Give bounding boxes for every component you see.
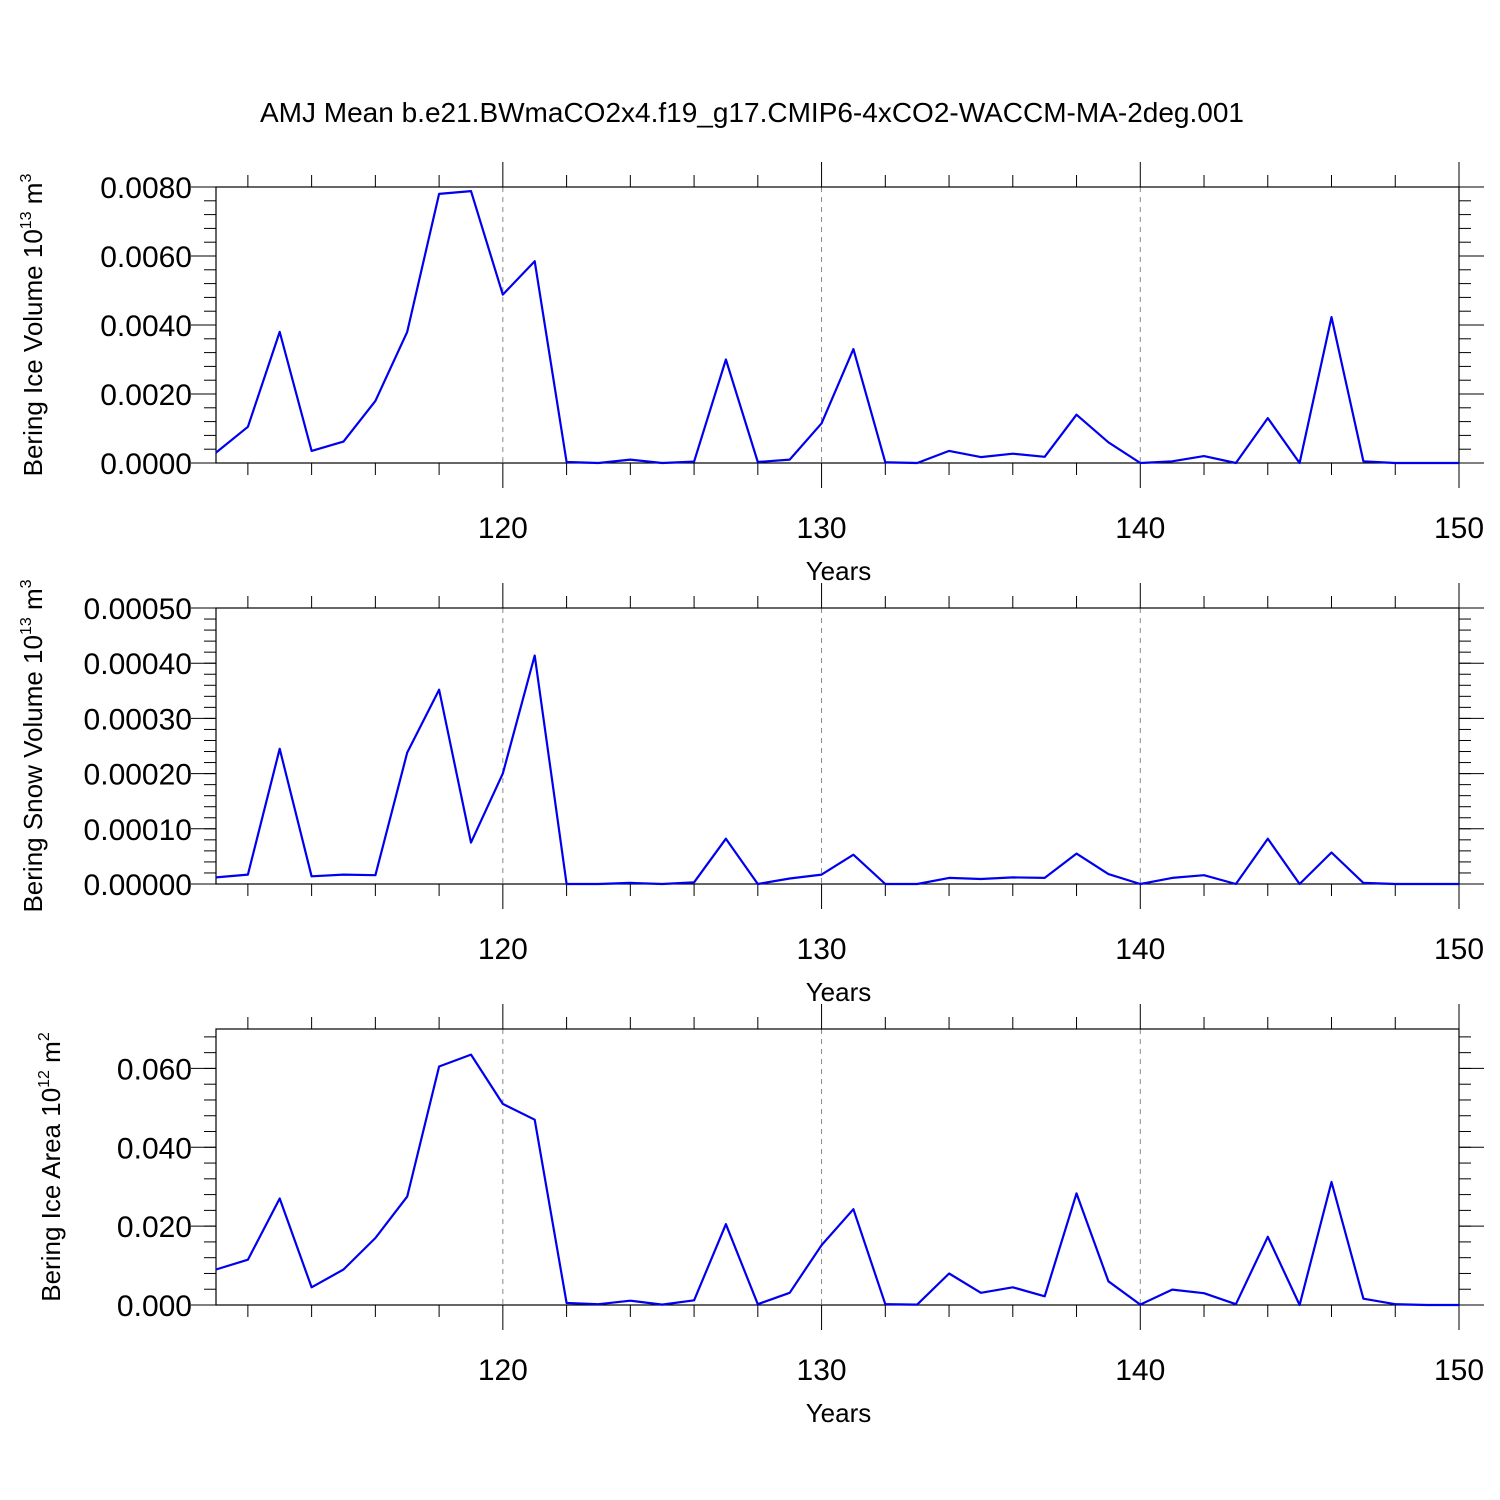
x-tick-label: 140	[1115, 933, 1165, 966]
y-axis-label: Bering Snow Volume 1013 m3	[18, 579, 48, 912]
y-tick-label: 0.040	[117, 1132, 192, 1165]
panel-2: 120 130 140 150 0.00000 0.00010 0.00020 0.00030…	[18, 579, 1484, 1007]
x-tick-label: 120	[478, 933, 528, 966]
y-axis-label-main: Bering Snow Volume 10	[18, 635, 48, 913]
y-axis-label: Bering Ice Volume 1013 m3	[18, 174, 48, 477]
x-tick-label: 140	[1115, 512, 1165, 545]
series-line	[215, 1053, 1459, 1307]
x-tick-label: 130	[797, 1354, 847, 1387]
x-tick-label: 150	[1434, 1354, 1484, 1387]
y-axis-label-unit: m	[18, 588, 48, 617]
x-tick-label: 120	[478, 1354, 528, 1387]
y-axis-label-main: Bering Ice Area 10	[36, 1088, 66, 1302]
x-tick-label: 130	[797, 933, 847, 966]
y-tick-label: 0.00040	[84, 648, 192, 681]
y-tick-label: 0.0080	[100, 172, 192, 205]
x-axis-label: Years	[806, 977, 872, 1007]
y-tick-label: 0.00000	[84, 869, 192, 902]
y-tick-label: 0.0000	[100, 448, 192, 481]
panel-3: 120 130 140 150 0.000 0.020 0.040 0.060 Years Ber…	[36, 1004, 1484, 1428]
y-axis-label-unit: m	[18, 183, 48, 212]
y-tick-label: 0.000	[117, 1290, 192, 1323]
x-tick-label: 120	[478, 512, 528, 545]
y-axis-label-unit: m	[36, 1041, 66, 1070]
chart-title: AMJ Mean b.e21.BWmaCO2x4.f19_g17.CMIP6-4…	[260, 97, 1244, 128]
panel-1: 120 130 140 150 0.0000 0.0020 0.0040 0.0060 0.00…	[18, 162, 1484, 586]
y-tick-label: 0.00010	[84, 814, 192, 847]
y-tick-label: 0.00020	[84, 759, 192, 792]
y-axis-label: Bering Ice Area 1012 m2	[36, 1032, 66, 1302]
y-axis-label-unit-exp: 2	[36, 1032, 53, 1041]
plot-frame	[215, 186, 1460, 464]
x-tick-label: 130	[797, 512, 847, 545]
y-axis-label-main: Bering Ice Volume 10	[18, 229, 48, 476]
y-axis-label-exp: 13	[18, 617, 35, 635]
x-axis-label: Years	[806, 1398, 872, 1428]
y-tick-label: 0.00050	[84, 593, 192, 626]
panels: 120 130 140 150 0.0000 0.0020 0.0040 0.0060 0.00…	[18, 162, 1484, 1428]
y-tick-label: 0.0040	[100, 310, 192, 343]
y-tick-label: 0.020	[117, 1211, 192, 1244]
plot-frame	[215, 1028, 1460, 1306]
series-line	[215, 654, 1459, 886]
plot-frame	[215, 607, 1460, 885]
x-tick-label: 140	[1115, 1354, 1165, 1387]
y-tick-label: 0.00030	[84, 703, 192, 736]
y-axis-label-exp: 12	[36, 1070, 53, 1088]
y-tick-label: 0.0060	[100, 241, 192, 274]
series-line	[215, 190, 1459, 465]
y-axis-label-exp: 13	[18, 211, 35, 229]
x-tick-label: 150	[1434, 512, 1484, 545]
y-tick-label: 0.060	[117, 1053, 192, 1086]
y-tick-label: 0.0020	[100, 379, 192, 412]
x-axis-label: Years	[806, 556, 872, 586]
y-axis-label-unit-exp: 3	[18, 579, 35, 588]
y-axis-label-unit-exp: 3	[18, 174, 35, 183]
x-tick-label: 150	[1434, 933, 1484, 966]
